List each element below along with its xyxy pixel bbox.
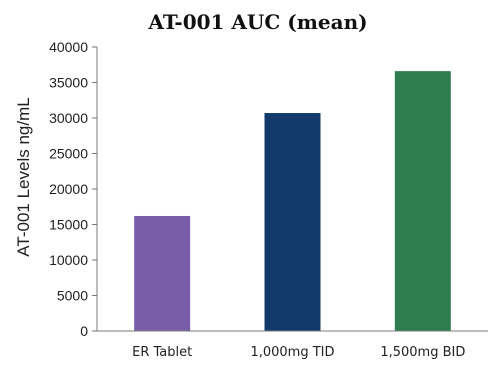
y-tick-label: 20000 [49,181,88,197]
x-tick-label: 1,000mg TID [250,345,334,360]
y-tick-label: 0 [80,323,88,339]
x-axis: ER Tablet 1,000mg TID 1,500mg BID [132,345,465,360]
y-tick-label: 25000 [49,146,88,162]
bar-er-tablet [134,215,191,331]
y-tick-label: 40000 [49,39,88,55]
y-tick-label: 35000 [49,75,88,91]
chart-title: AT-001 AUC (mean) [147,10,367,34]
x-tick-label: 1,500mg BID [380,345,465,360]
y-tick-label: 5000 [57,288,88,304]
y-tick-label: 30000 [49,110,88,126]
x-tick-label: ER Tablet [132,345,192,360]
y-axis: 0 5000 10000 15000 20000 25000 30000 35000 40000 [49,39,97,339]
bar-1-000mg-tid [264,113,321,331]
y-axis-label: AT-001 Levels ng/mL [14,97,33,256]
bars [134,71,451,331]
y-tick-label: 15000 [49,217,88,233]
y-tick-label: 10000 [49,252,88,268]
bar-1-500mg-bid [394,71,451,331]
